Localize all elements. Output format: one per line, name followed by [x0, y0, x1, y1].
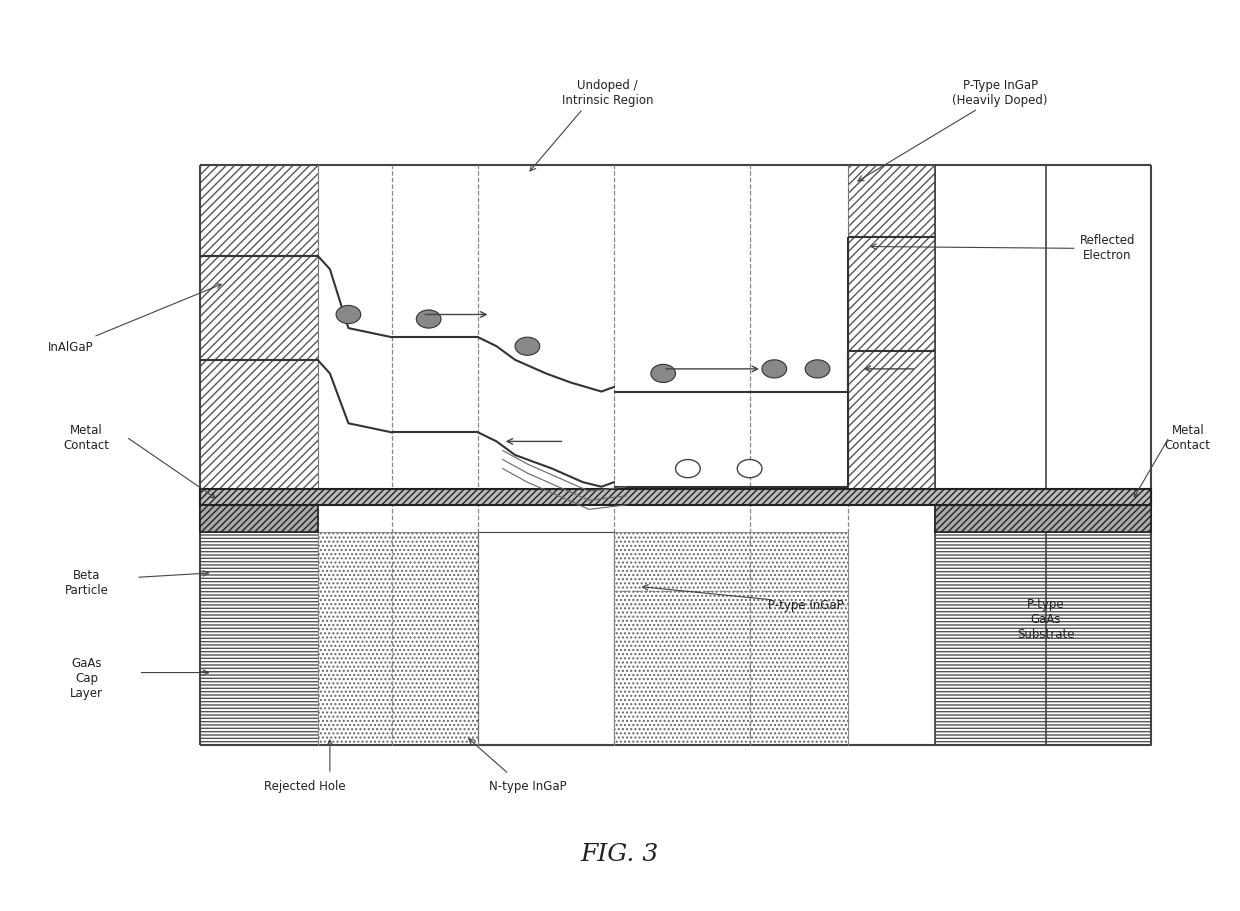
Text: InAlGaP: InAlGaP	[48, 284, 221, 353]
Text: Rejected Hole: Rejected Hole	[264, 780, 346, 793]
Circle shape	[417, 311, 441, 329]
Text: N-type InGaP: N-type InGaP	[489, 780, 567, 793]
Circle shape	[336, 306, 361, 324]
Bar	[848, 166, 935, 506]
Text: GaAs
Cap
Layer: GaAs Cap Layer	[71, 656, 103, 699]
Bar	[201, 506, 317, 532]
Bar	[201, 166, 317, 506]
Bar	[317, 532, 479, 745]
Text: Beta
Particle: Beta Particle	[64, 568, 109, 596]
Text: Metal
Contact: Metal Contact	[1164, 424, 1210, 451]
Text: Metal
Contact: Metal Contact	[63, 424, 109, 451]
Text: Undoped /
Intrinsic Region: Undoped / Intrinsic Region	[562, 79, 653, 107]
Bar	[201, 489, 1151, 506]
Circle shape	[805, 361, 830, 379]
Circle shape	[738, 460, 761, 478]
Bar	[201, 532, 317, 745]
Circle shape	[651, 365, 676, 383]
Circle shape	[761, 361, 786, 379]
Text: P-type InGaP: P-type InGaP	[768, 599, 843, 611]
Text: FIG. 3: FIG. 3	[580, 843, 660, 865]
Circle shape	[515, 338, 539, 356]
Circle shape	[676, 460, 701, 478]
Text: Reflected
Electron: Reflected Electron	[1080, 233, 1136, 261]
Bar	[935, 532, 1151, 745]
Bar	[479, 532, 614, 745]
Bar	[935, 506, 1151, 532]
Bar	[614, 532, 848, 745]
Text: P-type
GaAs
Substrate: P-type GaAs Substrate	[1017, 597, 1075, 640]
Text: P-Type InGaP
(Heavily Doped): P-Type InGaP (Heavily Doped)	[952, 79, 1048, 107]
